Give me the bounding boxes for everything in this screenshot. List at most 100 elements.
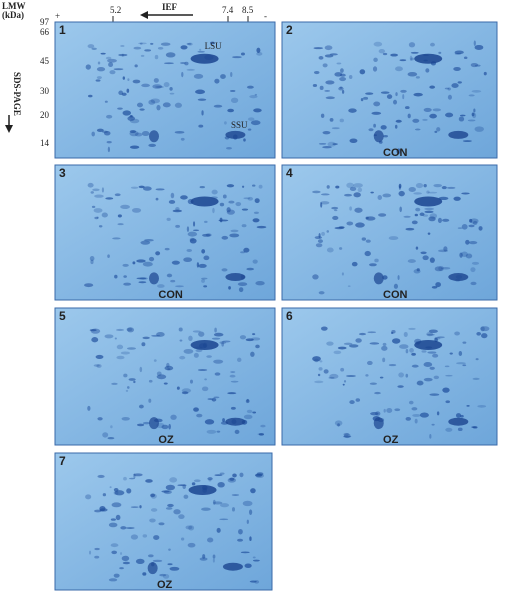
protein-spot (397, 275, 400, 281)
protein-spot (451, 83, 459, 88)
protein-spot (141, 83, 151, 88)
protein-spot (445, 427, 453, 432)
protein-spot (343, 193, 353, 197)
protein-spot (457, 227, 463, 229)
protein-spot (422, 214, 428, 217)
protein-spot (396, 148, 401, 154)
protein-spot (241, 185, 245, 188)
panel-number: 7 (59, 454, 66, 468)
protein-spot (314, 380, 324, 384)
protein-spot (138, 185, 145, 189)
protein-spot (174, 102, 182, 108)
protein-spot (95, 79, 101, 82)
protein-spot (253, 211, 259, 214)
protein-spot (472, 220, 478, 226)
protein-spot (431, 423, 435, 426)
protein-spot (84, 283, 94, 288)
protein-spot (160, 42, 171, 46)
protein-spot (374, 391, 381, 395)
protein-spot (419, 212, 425, 217)
protein-spot (256, 51, 263, 56)
protein-spot (113, 573, 120, 578)
protein-spot (252, 411, 257, 414)
protein-spot (179, 355, 186, 360)
protein-spot (416, 380, 424, 386)
protein-spot (248, 509, 253, 515)
protein-spot (129, 130, 139, 137)
protein-spot (422, 255, 429, 261)
protein-spot (93, 364, 100, 367)
protein-spot (420, 251, 427, 255)
spot (147, 562, 158, 575)
protein-spot (252, 259, 258, 264)
protein-spot (473, 108, 476, 113)
protein-spot (117, 107, 123, 110)
protein-spot (108, 578, 118, 582)
protein-spot (312, 83, 318, 88)
protein-spot (348, 344, 359, 348)
condition-label: OZ (158, 434, 174, 446)
protein-spot (445, 400, 450, 404)
protein-spot (314, 358, 319, 363)
protein-spot (90, 259, 94, 265)
protein-spot (129, 130, 137, 134)
protein-spot (430, 42, 435, 47)
protein-spot (94, 509, 102, 513)
protein-spot (256, 47, 261, 53)
protein-spot (360, 98, 364, 102)
protein-spot (429, 257, 435, 263)
protein-spot (133, 473, 136, 479)
protein-spot (474, 64, 481, 67)
protein-spot (231, 494, 240, 496)
protein-spot (228, 286, 231, 290)
protein-spot (238, 528, 243, 535)
gel-panel: 6 OZ (281, 307, 498, 446)
protein-spot (126, 88, 130, 93)
protein-spot (211, 189, 218, 195)
protein-spot (122, 110, 132, 116)
protein-spot (457, 427, 463, 432)
protein-spot (193, 221, 196, 227)
protein-spot (133, 473, 143, 477)
protein-spot (324, 45, 333, 51)
protein-spot (399, 59, 407, 62)
protein-spot (398, 190, 405, 197)
protein-spot (463, 56, 468, 60)
protein-spot (454, 50, 464, 55)
protein-spot (216, 527, 221, 533)
protein-spot (99, 508, 108, 512)
protein-spot (167, 503, 174, 508)
mw-title: LMW (2, 1, 26, 11)
protein-spot (341, 272, 344, 276)
mw-marker: 45 (40, 56, 50, 66)
protein-spot (467, 119, 476, 122)
protein-spot (202, 233, 211, 237)
protein-spot (219, 341, 227, 345)
protein-spot (148, 99, 156, 105)
protein-spot (340, 367, 345, 372)
protein-spot (152, 84, 163, 89)
protein-spot (405, 416, 411, 421)
protein-spot (252, 333, 256, 336)
protein-spot (107, 254, 110, 258)
protein-spot (212, 499, 216, 505)
protein-spot (125, 527, 135, 529)
protein-spot (116, 355, 125, 360)
protein-spot (355, 222, 365, 228)
protein-spot (231, 507, 236, 512)
protein-spot (180, 137, 185, 141)
protein-spot (193, 407, 199, 412)
protein-spot (122, 76, 125, 80)
protein-spot (413, 192, 422, 195)
ssu-spot (448, 130, 469, 139)
protein-spot (136, 423, 145, 427)
protein-spot (325, 80, 335, 85)
protein-spot (367, 331, 377, 334)
protein-spot (97, 474, 105, 478)
protein-spot (102, 432, 109, 438)
protein-spot (395, 119, 402, 123)
protein-spot (120, 204, 130, 209)
protein-spot (415, 76, 420, 79)
protein-spot (258, 184, 263, 189)
